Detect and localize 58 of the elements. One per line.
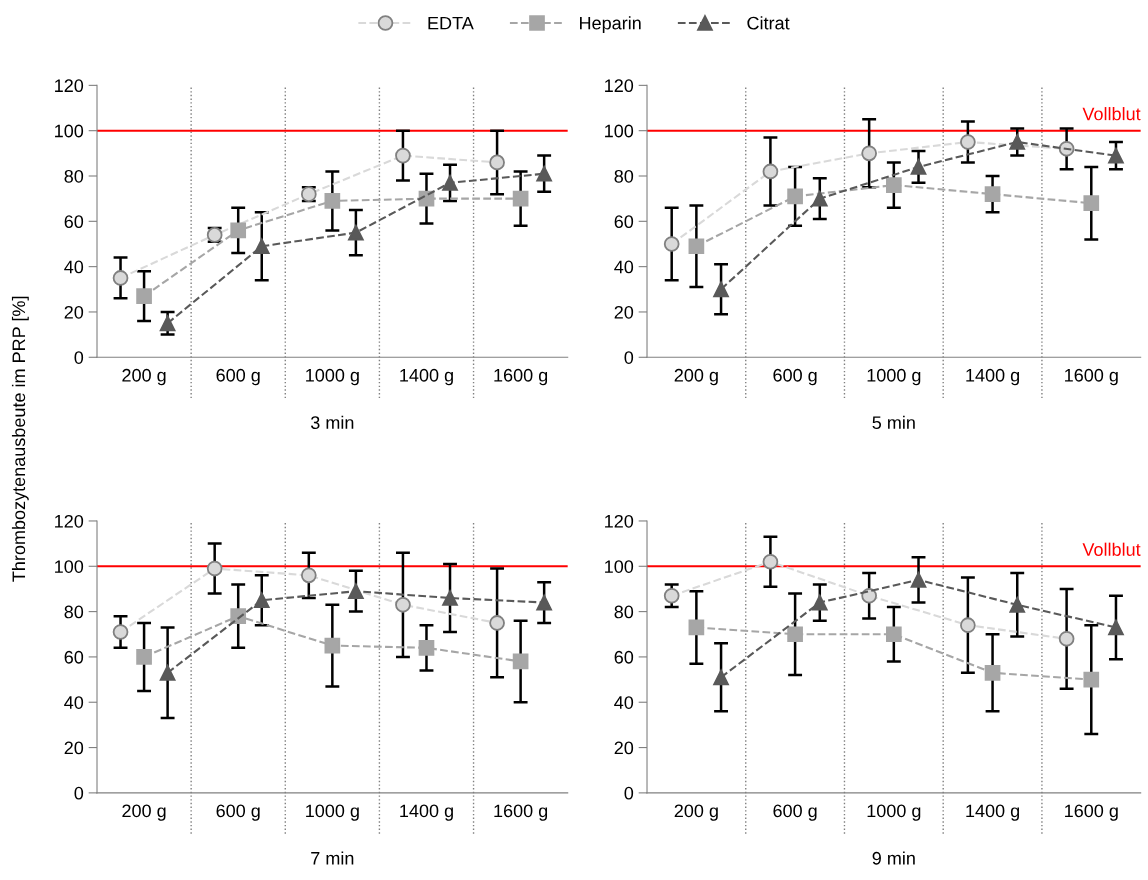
x-tick-label: 1400 g bbox=[400, 804, 453, 821]
x-axis-title: 7 min bbox=[311, 851, 354, 865]
y-tick-label: 100 bbox=[55, 124, 84, 138]
x-axis-title: 3 min bbox=[310, 415, 354, 430]
y-tick-label: 120 bbox=[55, 514, 84, 528]
x-tick-label: 1600 g bbox=[1065, 368, 1118, 386]
y-tick-label: 60 bbox=[64, 650, 84, 664]
y-tick-label: 80 bbox=[614, 605, 634, 619]
y-tick-label: 60 bbox=[614, 215, 634, 229]
x-tick-label: 1600 g bbox=[1065, 804, 1118, 821]
x-tick-label: 1400 g bbox=[966, 368, 1020, 386]
y-tick-label: 120 bbox=[55, 79, 84, 93]
x-tick-label: 1000 g bbox=[306, 804, 359, 821]
x-tick-label: 200 g bbox=[674, 804, 718, 821]
y-tick-label: 100 bbox=[55, 560, 84, 573]
x-tick-label: 1400 g bbox=[966, 804, 1020, 821]
x-axis-title: 5 min bbox=[872, 415, 915, 430]
y-tick-label: 40 bbox=[64, 260, 84, 274]
y-tick-label: 20 bbox=[64, 741, 84, 755]
y-tick-label: 60 bbox=[614, 650, 634, 664]
legend-label: EDTA bbox=[428, 16, 474, 30]
y-tick-label: 0 bbox=[624, 351, 634, 364]
x-tick-label: 200 g bbox=[674, 368, 718, 386]
x-tick-label: 200 g bbox=[122, 368, 166, 386]
legend-label: Heparin bbox=[580, 16, 641, 34]
y-tick-label: 20 bbox=[614, 305, 634, 319]
y-axis-title: Thrombozytenausbeute im PRP [%] bbox=[11, 296, 29, 582]
y-tick-label: 40 bbox=[614, 260, 634, 274]
x-tick-label: 1600 g bbox=[494, 804, 548, 821]
y-tick-label: 120 bbox=[605, 79, 634, 93]
y-tick-label: 40 bbox=[64, 696, 84, 709]
x-tick-label: 600 g bbox=[773, 804, 817, 821]
y-tick-label: 80 bbox=[614, 169, 634, 183]
y-tick-label: 100 bbox=[605, 124, 634, 138]
x-tick-label: 1400 g bbox=[400, 368, 453, 386]
y-tick-label: 80 bbox=[64, 605, 84, 619]
x-axis-title: 9 min bbox=[872, 851, 915, 865]
x-tick-label: 600 g bbox=[216, 804, 260, 821]
legend-label: Citrat bbox=[747, 16, 790, 30]
y-tick-label: 20 bbox=[64, 305, 84, 319]
y-tick-label: 40 bbox=[614, 696, 634, 709]
y-tick-label: 80 bbox=[64, 169, 84, 183]
y-tick-label: 20 bbox=[614, 741, 634, 755]
y-tick-label: 0 bbox=[624, 786, 634, 800]
x-tick-label: 600 g bbox=[773, 368, 817, 386]
x-tick-label: 600 g bbox=[216, 368, 260, 386]
x-tick-label: 1000 g bbox=[867, 804, 921, 821]
y-tick-label: 120 bbox=[605, 514, 634, 528]
y-tick-label: 100 bbox=[605, 560, 634, 573]
x-tick-label: 1000 g bbox=[867, 368, 921, 386]
ref-line-label: Vollblut bbox=[1082, 542, 1141, 556]
ref-line-label: Vollblut bbox=[1082, 107, 1141, 121]
y-tick-label: 60 bbox=[64, 215, 84, 229]
y-tick-label: 0 bbox=[74, 351, 84, 364]
y-tick-label: 0 bbox=[74, 786, 84, 800]
x-tick-label: 1000 g bbox=[306, 368, 359, 386]
x-tick-label: 1600 g bbox=[494, 368, 548, 386]
x-tick-label: 200 g bbox=[122, 804, 166, 821]
